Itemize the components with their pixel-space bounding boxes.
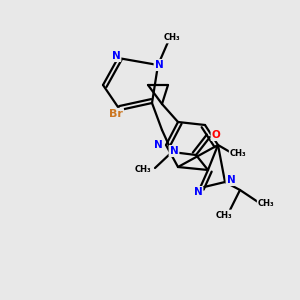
- Text: O: O: [212, 130, 220, 140]
- Text: N: N: [112, 51, 120, 61]
- Text: N: N: [154, 140, 162, 150]
- Text: N: N: [154, 60, 164, 70]
- Text: N: N: [169, 146, 178, 156]
- Text: CH₃: CH₃: [164, 34, 180, 43]
- Text: Br: Br: [109, 109, 123, 119]
- Text: CH₃: CH₃: [230, 149, 246, 158]
- Text: CH₃: CH₃: [135, 166, 151, 175]
- Text: CH₃: CH₃: [216, 211, 232, 220]
- Text: N: N: [194, 187, 202, 197]
- Text: N: N: [226, 175, 236, 185]
- Text: CH₃: CH₃: [258, 200, 274, 208]
